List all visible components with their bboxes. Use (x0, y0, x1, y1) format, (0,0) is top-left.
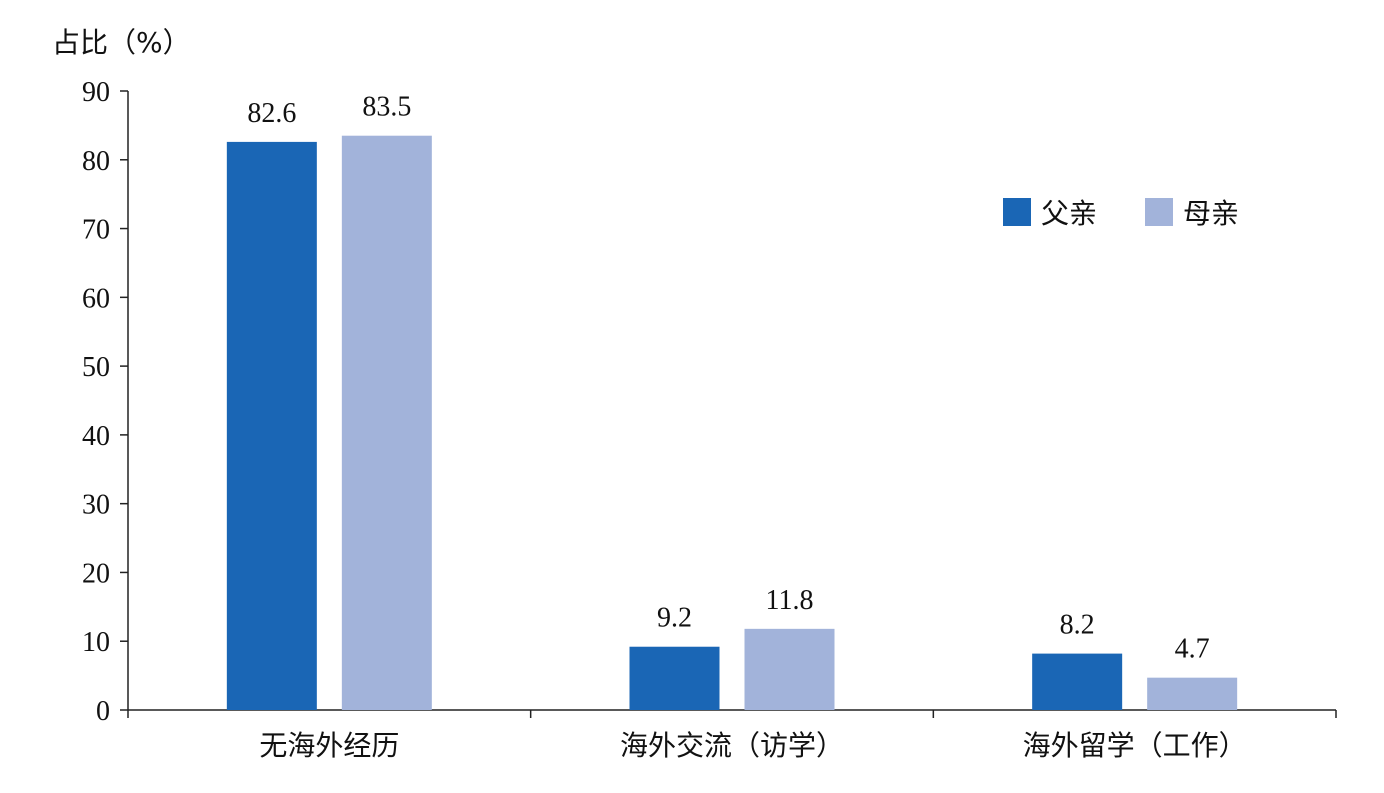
y-tick-label: 70 (82, 215, 110, 246)
bar-value-label: 4.7 (1175, 634, 1210, 665)
x-tick-label: 无海外经历 (259, 729, 399, 762)
y-tick-label: 10 (82, 627, 110, 658)
legend-swatch-母亲 (1145, 198, 1173, 226)
y-axis-label: 占比（%） (52, 26, 191, 59)
bar-母亲-2 (1147, 677, 1238, 710)
bar-value-label: 9.2 (657, 603, 692, 634)
bar-value-labels: 82.6 83.5 9.2 11.8 8.2 4.7 (247, 92, 1209, 665)
y-tick-label: 80 (82, 146, 110, 177)
y-tick-label: 90 (82, 77, 110, 108)
bar-value-label: 82.6 (247, 98, 296, 129)
y-tick-label: 20 (82, 558, 110, 589)
y-tick-label: 40 (82, 421, 110, 452)
legend-label: 母亲 (1183, 197, 1239, 230)
bars (226, 135, 1238, 710)
legend-label: 父亲 (1041, 197, 1097, 230)
y-tick-label: 0 (96, 696, 110, 727)
legend: 父亲 母亲 (1003, 197, 1239, 230)
bar-value-label: 83.5 (362, 92, 411, 123)
bar-value-label: 8.2 (1060, 610, 1095, 641)
axes (127, 91, 1337, 718)
y-tick-label: 30 (82, 490, 110, 521)
legend-swatch-父亲 (1003, 198, 1031, 226)
bar-父亲-2 (1032, 653, 1123, 710)
bar-父亲-0 (226, 141, 317, 710)
bar-母亲-0 (341, 135, 432, 710)
y-ticks: 0 10 20 30 40 50 60 70 80 90 (82, 77, 128, 727)
x-tick-label: 海外留学（工作） (1023, 729, 1247, 762)
x-tick-labels: 无海外经历 海外交流（访学） 海外留学（工作） (259, 729, 1246, 762)
bar-value-label: 11.8 (766, 585, 814, 616)
bar-父亲-1 (629, 646, 720, 710)
y-tick-label: 60 (82, 283, 110, 314)
bar-母亲-1 (744, 628, 835, 710)
y-tick-label: 50 (82, 352, 110, 383)
x-tick-label: 海外交流（访学） (620, 729, 844, 762)
